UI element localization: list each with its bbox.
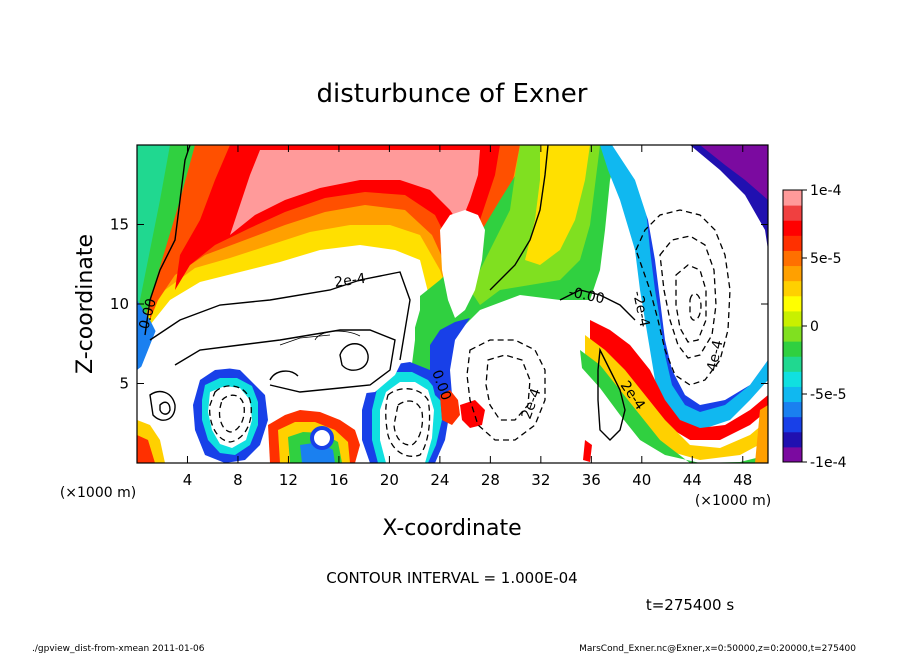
y-axis-label: Z-coordinate — [73, 234, 98, 374]
colorbar-swatch — [783, 446, 802, 463]
x-tick-label: 28 — [481, 471, 500, 489]
colorbar-tick-label: 5e-5 — [810, 251, 841, 267]
colorbar-swatch — [783, 326, 802, 342]
colorbar-swatch — [783, 265, 802, 282]
colorbar-tick-label: 1e-4 — [810, 183, 842, 199]
plot-field: 0.00 2e-4 2e-4 -2e-4 4e-4 -0.00 2e-4 0.0… — [137, 145, 768, 463]
y-tick-label: 15 — [110, 216, 129, 234]
x-tick-label: 4 — [183, 471, 193, 489]
x-tick-label: 36 — [582, 471, 601, 489]
colorbar-swatch — [783, 341, 802, 357]
colorbar — [783, 190, 802, 463]
y-tick-label: 5 — [119, 375, 129, 393]
colorbar-tick-label: -1e-4 — [810, 455, 847, 471]
colorbar-swatch — [783, 431, 802, 448]
x-tick-label: 24 — [430, 471, 449, 489]
x-tick-label: 12 — [279, 471, 298, 489]
colorbar-swatch — [783, 356, 802, 372]
y-tick-label: 10 — [110, 295, 129, 313]
colorbar-swatch — [783, 371, 802, 387]
contour-interval-text: CONTOUR INTERVAL = 1.000E-04 — [326, 569, 577, 587]
colorbar-swatch — [783, 280, 802, 297]
x-tick-label: 32 — [531, 471, 550, 489]
footer-right: MarsCond_Exner.nc@Exner,x=0:50000,z=0:20… — [579, 644, 856, 654]
x-unit-left: (×1000 m) — [60, 485, 136, 501]
colorbar-swatch — [783, 310, 802, 327]
x-tick-label: 16 — [329, 471, 348, 489]
colorbar-ticks: 1e-4 5e-5 0 -5e-5 -1e-4 — [802, 183, 847, 471]
contour-label: -2e-4 — [629, 290, 652, 329]
colorbar-swatch — [783, 401, 802, 418]
colorbar-swatch — [783, 205, 802, 221]
colorbar-swatch — [783, 386, 802, 403]
colorbar-swatch — [783, 190, 802, 206]
x-tick-label: 40 — [632, 471, 651, 489]
colorbar-swatch — [783, 416, 802, 433]
y-axis: 5 10 15 — [110, 216, 768, 393]
contour-label: -0.00 — [567, 284, 606, 307]
colorbar-swatch — [783, 235, 802, 251]
x-tick-label: 48 — [733, 471, 752, 489]
x-tick-label: 8 — [233, 471, 243, 489]
x-axis: 4 8 12 16 20 24 28 32 36 40 44 48 — [183, 145, 752, 489]
footer-left: ./gpview_dist-from-xmean 2011-01-06 — [32, 644, 205, 654]
time-text: t=275400 s — [646, 596, 734, 614]
x-axis-label: X-coordinate — [382, 516, 521, 541]
contour-label: 2e-4 — [333, 271, 366, 291]
colorbar-tick-label: -5e-5 — [810, 387, 847, 403]
colorbar-tick-label: 0 — [810, 319, 819, 335]
x-unit-right: (×1000 m) — [695, 493, 771, 509]
x-tick-label: 20 — [380, 471, 399, 489]
colorbar-swatch — [783, 250, 802, 267]
colorbar-swatch — [783, 295, 802, 312]
x-tick-label: 44 — [683, 471, 702, 489]
chart-title: disturbunce of Exner — [317, 79, 588, 109]
contour-label: 4e-4 — [704, 339, 726, 373]
colorbar-swatch — [783, 220, 802, 236]
